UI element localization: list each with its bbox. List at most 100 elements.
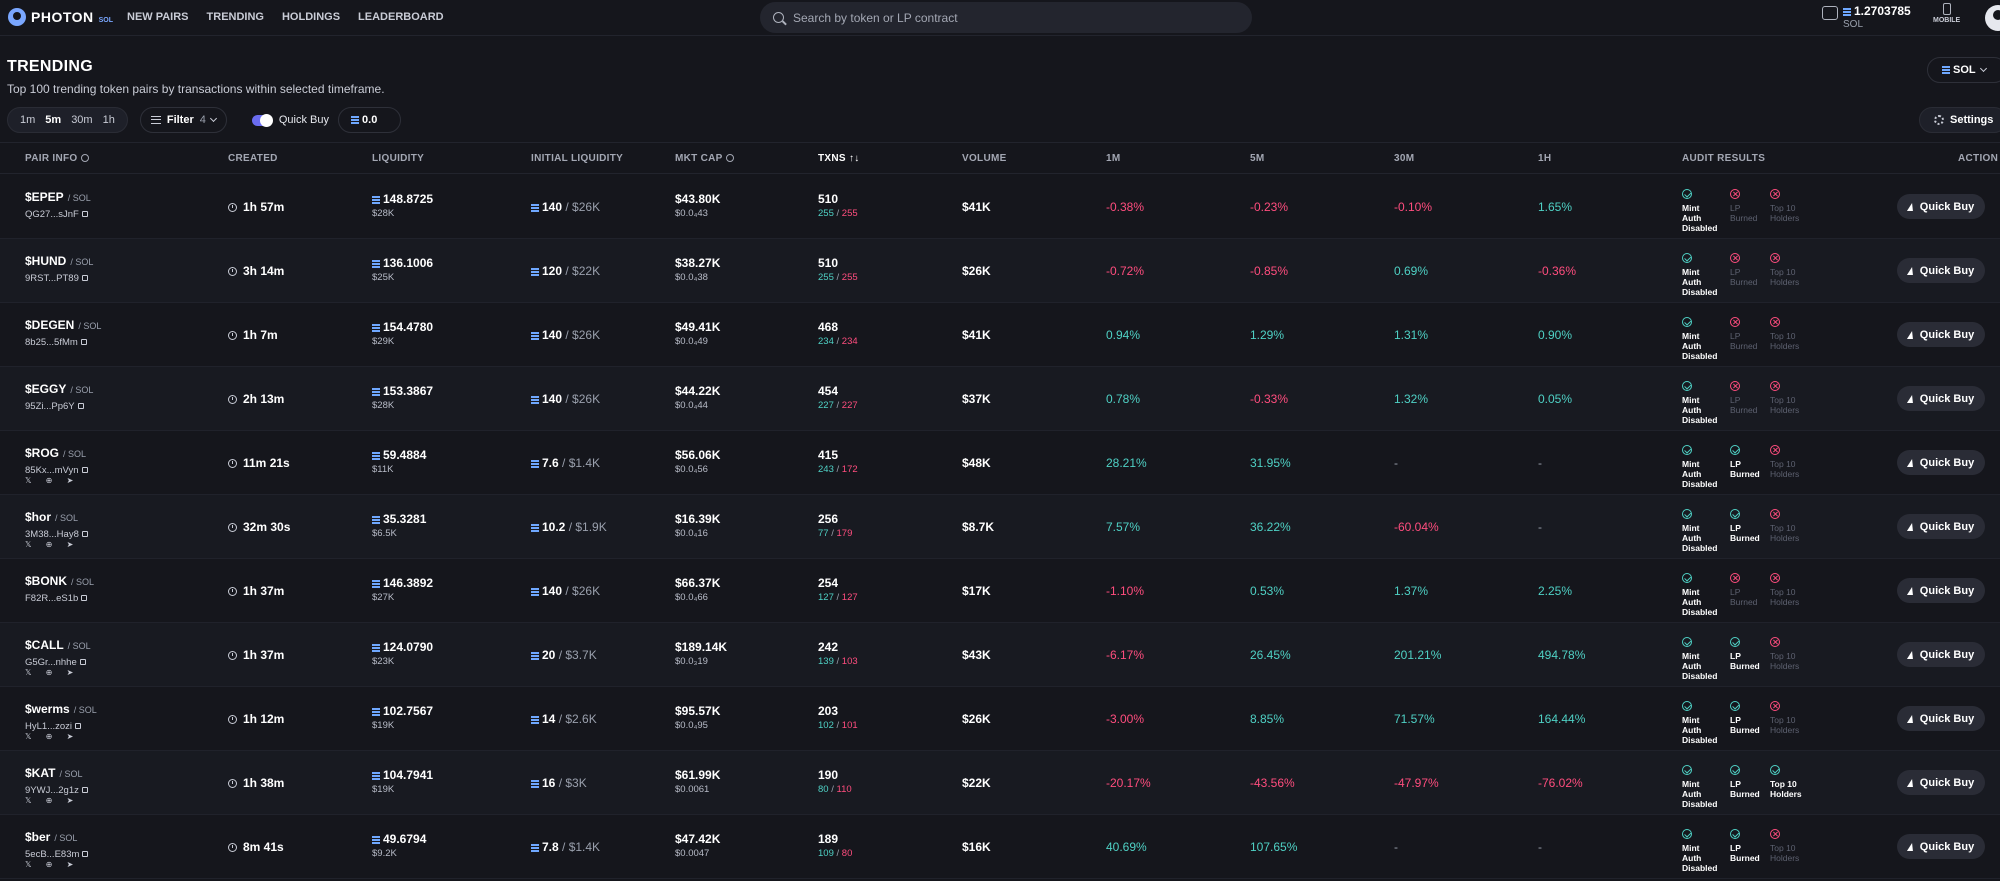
search-input[interactable] <box>793 10 1213 25</box>
token-address[interactable]: 5ecB...E83m <box>25 849 80 860</box>
token-address[interactable]: 9RST...PT89 <box>25 273 79 284</box>
info-icon[interactable] <box>80 154 89 162</box>
table-row[interactable]: $EGGY / SOL 95Zi...Pp6Y 2h 13m 153.3867 $… <box>0 367 2000 431</box>
social-links[interactable]: 𝕏 ⊕ ➤ <box>25 860 80 869</box>
quick-buy-button[interactable]: Quick Buy <box>1897 322 1985 347</box>
token-symbol[interactable]: $ROG <box>25 446 60 460</box>
social-links[interactable]: 𝕏 ⊕ ➤ <box>25 476 80 485</box>
table-row[interactable]: $EPEP / SOL QG27...sJnF 1h 57m 148.8725 $… <box>0 175 2000 239</box>
table-row[interactable]: $werms / SOL HyL1...zozi 𝕏 ⊕ ➤ 1h 12m 102… <box>0 687 2000 751</box>
table-row[interactable]: $DEGEN / SOL 8b25...5fMm 1h 7m 154.4780 $… <box>0 303 2000 367</box>
timeframe-30m[interactable]: 30m <box>71 114 93 126</box>
user-avatar[interactable] <box>1985 5 2000 31</box>
quick-buy-button[interactable]: Quick Buy <box>1897 834 1985 859</box>
nav-new-pairs[interactable]: NEW PAIRS <box>127 11 189 23</box>
social-links[interactable]: 𝕏 ⊕ ➤ <box>25 732 80 741</box>
token-address[interactable]: F82R...eS1b <box>25 593 79 604</box>
token-symbol[interactable]: $DEGEN <box>25 318 75 332</box>
social-links[interactable]: 𝕏 ⊕ ➤ <box>25 668 80 677</box>
timeframe-5m[interactable]: 5m <box>45 114 62 126</box>
token-symbol[interactable]: $EGGY <box>25 382 67 396</box>
nav-trending[interactable]: TRENDING <box>206 11 264 23</box>
created-cell: 2h 13m <box>228 392 284 406</box>
social-links[interactable]: 𝕏 ⊕ ➤ <box>25 540 80 549</box>
token-address[interactable]: QG27...sJnF <box>25 209 79 220</box>
logo[interactable]: PHOTON SOL <box>8 8 113 26</box>
copy-icon[interactable] <box>81 467 88 473</box>
quick-buy-button[interactable]: Quick Buy <box>1897 642 1985 667</box>
token-symbol[interactable]: $hor <box>25 510 52 524</box>
token-address[interactable]: HyL1...zozi <box>25 721 72 732</box>
initial-liquidity-sol: 10.2 <box>542 520 566 534</box>
quick-buy-button[interactable]: Quick Buy <box>1897 194 1985 219</box>
table-row[interactable]: $CALL / SOL G5Gr...nhhe 𝕏 ⊕ ➤ 1h 37m 124.… <box>0 623 2000 687</box>
token-symbol[interactable]: $werms <box>25 702 70 716</box>
filter-button[interactable]: Filter 4 <box>139 107 227 133</box>
change-1h: 494.78% <box>1538 648 1586 662</box>
audit-label: Holders <box>1770 469 1800 479</box>
token-symbol[interactable]: $EPEP <box>25 190 64 204</box>
token-address[interactable]: 8b25...5fMm <box>25 337 78 348</box>
wallet-balance[interactable]: 1.2703785 <box>1843 4 1911 18</box>
txn-count: 510 <box>818 192 839 206</box>
search-bar[interactable] <box>760 2 1252 33</box>
solana-icon <box>531 715 539 724</box>
nav-leaderboard[interactable]: LEADERBOARD <box>358 11 444 23</box>
copy-icon[interactable] <box>77 403 84 409</box>
quick-buy-button[interactable]: Quick Buy <box>1897 706 1985 731</box>
token-symbol[interactable]: $ber <box>25 830 51 844</box>
quick-buy-button[interactable]: Quick Buy <box>1897 514 1985 539</box>
token-symbol[interactable]: $HUND <box>25 254 67 268</box>
pair-quote: / SOL <box>55 513 79 523</box>
table-row[interactable]: $HUND / SOL 9RST...PT89 3h 14m 136.1006 $… <box>0 239 2000 303</box>
settings-button[interactable]: Settings <box>1919 107 2000 133</box>
token-symbol[interactable]: $BONK <box>25 574 68 588</box>
timeframe-1h[interactable]: 1h <box>102 114 115 126</box>
quick-buy-button[interactable]: Quick Buy <box>1897 450 1985 475</box>
token-symbol[interactable]: $CALL <box>25 638 64 652</box>
token-address[interactable]: 3M38...Hay8 <box>25 529 79 540</box>
audit-lp-burned: LP Burned <box>1730 317 1764 351</box>
copy-icon[interactable] <box>75 723 81 729</box>
token-address[interactable]: G5Gr...nhhe <box>25 657 77 668</box>
quick-buy-amount-input[interactable]: 0.0 <box>338 107 402 133</box>
table-row[interactable]: $ROG / SOL 85Kx...mVyn 𝕏 ⊕ ➤ 11m 21s 59.4… <box>0 431 2000 495</box>
quick-buy-button[interactable]: Quick Buy <box>1897 770 1985 795</box>
audit-label: Disabled <box>1682 671 1718 681</box>
mobile-button[interactable]: MOBILE <box>1933 3 1960 24</box>
quick-buy-toggle[interactable] <box>251 113 273 127</box>
table-row[interactable]: $ber / SOL 5ecB...E83m 𝕏 ⊕ ➤ 8m 41s 49.67… <box>0 815 2000 879</box>
chain-select[interactable]: SOL <box>1927 57 2000 83</box>
token-address[interactable]: 85Kx...mVyn <box>25 465 79 476</box>
quick-buy-button[interactable]: Quick Buy <box>1897 258 1985 283</box>
copy-icon[interactable] <box>81 211 88 217</box>
token-address[interactable]: 95Zi...Pp6Y <box>25 401 75 412</box>
col-txns[interactable]: TXNS ↑↓ <box>818 153 860 164</box>
token-address[interactable]: 9YWJ...2g1z <box>25 785 79 796</box>
social-links[interactable]: 𝕏 ⊕ ➤ <box>25 796 80 805</box>
nav-holdings[interactable]: HOLDINGS <box>281 11 341 23</box>
token-symbol[interactable]: $KAT <box>25 766 56 780</box>
liquidity-cell: 153.3867 $28K <box>372 384 433 411</box>
table-row[interactable]: $KAT / SOL 9YWJ...2g1z 𝕏 ⊕ ➤ 1h 38m 104.7… <box>0 751 2000 815</box>
timeframe-1m[interactable]: 1m <box>20 114 36 126</box>
table-row[interactable]: $hor / SOL 3M38...Hay8 𝕏 ⊕ ➤ 32m 30s 35.3… <box>0 495 2000 559</box>
copy-icon[interactable] <box>81 595 88 601</box>
sort-icon[interactable]: ↑↓ <box>848 153 860 164</box>
copy-icon[interactable] <box>79 659 86 665</box>
copy-icon[interactable] <box>81 531 88 537</box>
clock-icon <box>228 395 237 404</box>
lightning-icon <box>1906 714 1915 723</box>
table-row[interactable]: $BONK / SOL F82R...eS1b 1h 37m 146.3892 $… <box>0 559 2000 623</box>
initial-liquidity-cell: 120 / $22K <box>531 264 600 278</box>
copy-icon[interactable] <box>81 787 88 793</box>
audit-label: Burned <box>1730 789 1760 799</box>
change-5m: -0.33% <box>1250 392 1289 406</box>
info-icon[interactable] <box>725 154 734 162</box>
copy-icon[interactable] <box>81 275 88 281</box>
copy-icon[interactable] <box>80 339 87 345</box>
quick-buy-button[interactable]: Quick Buy <box>1897 386 1985 411</box>
copy-icon[interactable] <box>82 851 89 857</box>
quick-buy-button[interactable]: Quick Buy <box>1897 578 1985 603</box>
wallet-icon[interactable] <box>1822 6 1838 20</box>
